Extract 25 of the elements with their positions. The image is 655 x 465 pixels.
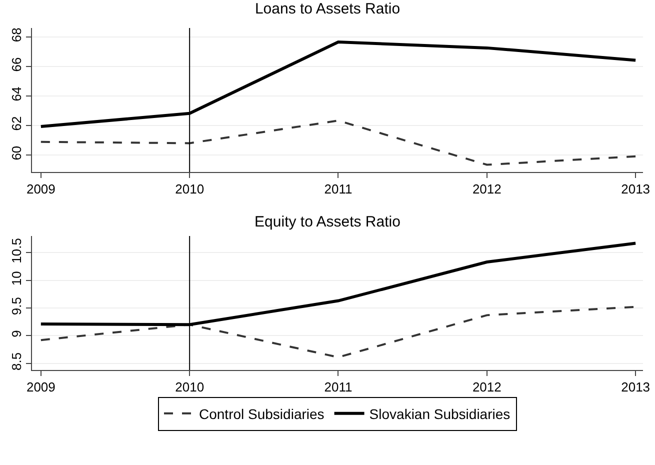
y-tick-label: 9.5 <box>8 296 24 316</box>
y-tick-label: 60 <box>8 146 24 160</box>
x-tick-label: 2009 <box>26 380 56 395</box>
x-tick-label: 2010 <box>175 380 204 395</box>
legend-label: Slovakian Subsidiaries <box>369 406 510 422</box>
x-tick-label: 2012 <box>472 380 502 395</box>
x-tick-label: 2011 <box>324 380 352 395</box>
chart-title: Equity to Assets Ratio <box>254 213 400 230</box>
x-tick-label: 2012 <box>472 182 502 197</box>
x-tick-label: 2011 <box>324 182 352 197</box>
y-tick-label: 62 <box>8 116 24 131</box>
x-tick-label: 2013 <box>621 182 650 197</box>
x-tick-label: 2009 <box>26 182 56 197</box>
x-tick-label: 2010 <box>175 182 204 197</box>
chart-title: Loans to Assets Ratio <box>254 0 400 18</box>
y-tick-label: 8.5 <box>8 352 24 370</box>
y-tick-label: 64 <box>8 86 24 102</box>
y-tick-label: 68 <box>8 28 24 42</box>
y-tick-label: 10 <box>8 271 24 286</box>
x-tick-label: 2013 <box>621 380 650 395</box>
y-tick-label: 10.5 <box>8 238 24 264</box>
line-series <box>40 120 637 166</box>
legend-label: Control Subsidiaries <box>199 406 324 422</box>
y-tick-label: 66 <box>8 57 24 72</box>
y-tick-label: 9 <box>8 330 24 338</box>
